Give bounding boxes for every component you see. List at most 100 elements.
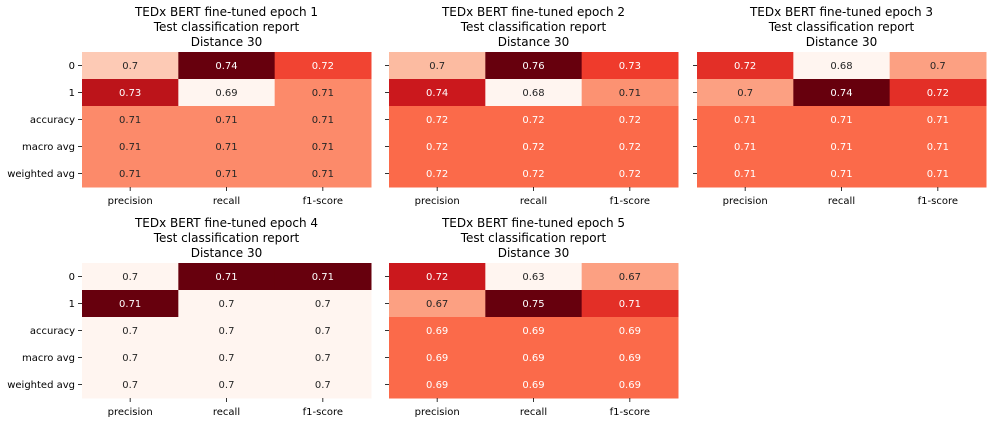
cell-2-0-1 [485, 52, 583, 80]
cell-label-5-4-2: 0.69 [619, 380, 641, 391]
y-tick-label-4-4: weighted avg [7, 380, 75, 391]
cell-label-1-2-1: 0.71 [215, 115, 237, 126]
cell-3-0-2 [889, 52, 987, 80]
cell-5-4-0 [389, 371, 486, 399]
cell-label-2-4-0: 0.72 [426, 169, 448, 180]
y-tick-label-1-3: macro avg [22, 142, 75, 153]
cell-label-4-3-1: 0.7 [219, 353, 235, 364]
cell-label-4-4-1: 0.7 [219, 380, 235, 391]
x-tick-label-4-1: recall [213, 407, 240, 418]
cell-label-5-2-1: 0.69 [522, 326, 544, 337]
x-tick-label-1-2: f1-score [303, 196, 343, 207]
cell-4-0-0 [82, 263, 179, 291]
cell-label-3-2-0: 0.71 [734, 115, 756, 126]
cell-3-4-0 [697, 160, 794, 188]
panel-3-title-line-2: Test classification report [768, 20, 915, 34]
cell-label-1-3-2: 0.71 [312, 142, 334, 153]
cell-1-3-1 [178, 133, 276, 161]
cell-3-2-0 [697, 106, 794, 134]
cell-label-3-3-2: 0.71 [927, 142, 949, 153]
x-tick-label-2-2: f1-score [610, 196, 650, 207]
panel-4-title-line-1: TEDx BERT fine-tuned epoch 4 [134, 216, 318, 230]
cell-4-3-1 [178, 344, 276, 372]
cell-label-5-1-2: 0.71 [619, 299, 641, 310]
cell-label-4-0-1: 0.71 [215, 272, 237, 283]
y-tick-label-1-2: accuracy [30, 115, 75, 126]
cell-4-3-0 [82, 344, 179, 372]
cell-label-5-4-1: 0.69 [522, 380, 544, 391]
cell-label-3-2-1: 0.71 [830, 115, 852, 126]
cell-label-5-0-1: 0.63 [522, 272, 544, 283]
cell-1-4-0 [82, 160, 179, 188]
cell-label-2-2-0: 0.72 [426, 115, 448, 126]
cell-3-4-2 [889, 160, 987, 188]
cell-label-5-4-0: 0.69 [426, 380, 448, 391]
panel-5-title-line-1: TEDx BERT fine-tuned epoch 5 [441, 216, 625, 230]
cell-1-1-1 [178, 79, 276, 107]
panel-2-title-line-1: TEDx BERT fine-tuned epoch 2 [441, 5, 625, 19]
cell-5-0-0 [389, 263, 486, 291]
cell-label-4-4-2: 0.7 [315, 380, 331, 391]
cell-2-0-2 [581, 52, 679, 80]
cell-2-4-0 [389, 160, 486, 188]
cell-label-2-0-2: 0.73 [619, 61, 641, 72]
cell-4-2-1 [178, 317, 276, 345]
cell-5-2-2 [581, 317, 679, 345]
cell-1-2-1 [178, 106, 276, 134]
cell-2-2-1 [485, 106, 583, 134]
cell-label-2-1-0: 0.74 [426, 88, 448, 99]
panel-3-title-line-3: Distance 30 [806, 35, 878, 49]
y-tick-label-4-1: 1 [69, 299, 75, 310]
cell-3-3-1 [793, 133, 891, 161]
cell-label-5-3-2: 0.69 [619, 353, 641, 364]
cell-1-2-0 [82, 106, 179, 134]
cell-1-3-2 [274, 133, 372, 161]
cell-5-0-1 [485, 263, 583, 291]
cell-5-2-0 [389, 317, 486, 345]
cell-3-4-1 [793, 160, 891, 188]
y-tick-label-4-2: accuracy [30, 326, 75, 337]
cell-4-2-0 [82, 317, 179, 345]
cell-label-2-1-1: 0.68 [522, 88, 544, 99]
cell-3-0-0 [697, 52, 794, 80]
cell-1-2-2 [274, 106, 372, 134]
cell-2-3-2 [581, 133, 679, 161]
x-tick-label-5-2: f1-score [610, 407, 650, 418]
cell-2-3-0 [389, 133, 486, 161]
cell-label-4-1-0: 0.71 [119, 299, 141, 310]
cell-label-1-4-1: 0.71 [215, 169, 237, 180]
x-tick-label-1-0: precision [108, 196, 153, 207]
cell-label-4-0-0: 0.7 [122, 272, 138, 283]
cell-5-1-1 [485, 290, 583, 318]
cell-label-2-0-0: 0.7 [429, 61, 445, 72]
cell-1-0-1 [178, 52, 276, 80]
cell-label-4-0-2: 0.71 [312, 272, 334, 283]
cell-label-2-3-0: 0.72 [426, 142, 448, 153]
cell-5-1-2 [581, 290, 679, 318]
cell-3-1-1 [793, 79, 891, 107]
cell-label-4-2-2: 0.7 [315, 326, 331, 337]
x-tick-label-5-0: precision [415, 407, 460, 418]
x-tick-label-1-1: recall [213, 196, 240, 207]
x-tick-label-5-1: recall [520, 407, 547, 418]
cell-5-1-0 [389, 290, 486, 318]
y-tick-label-1-4: weighted avg [7, 169, 75, 180]
panel-4-title-line-3: Distance 30 [191, 246, 263, 260]
cell-1-4-1 [178, 160, 276, 188]
cell-label-5-2-2: 0.69 [619, 326, 641, 337]
panel-4-title-line-2: Test classification report [153, 231, 300, 245]
cell-5-0-2 [581, 263, 679, 291]
cell-5-4-2 [581, 371, 679, 399]
x-tick-label-3-1: recall [828, 196, 855, 207]
x-tick-label-3-0: precision [723, 196, 768, 207]
cell-3-2-1 [793, 106, 891, 134]
cell-5-2-1 [485, 317, 583, 345]
panel-5-title-line-2: Test classification report [460, 231, 607, 245]
cell-4-1-1 [178, 290, 276, 318]
cell-label-3-1-2: 0.72 [927, 88, 949, 99]
